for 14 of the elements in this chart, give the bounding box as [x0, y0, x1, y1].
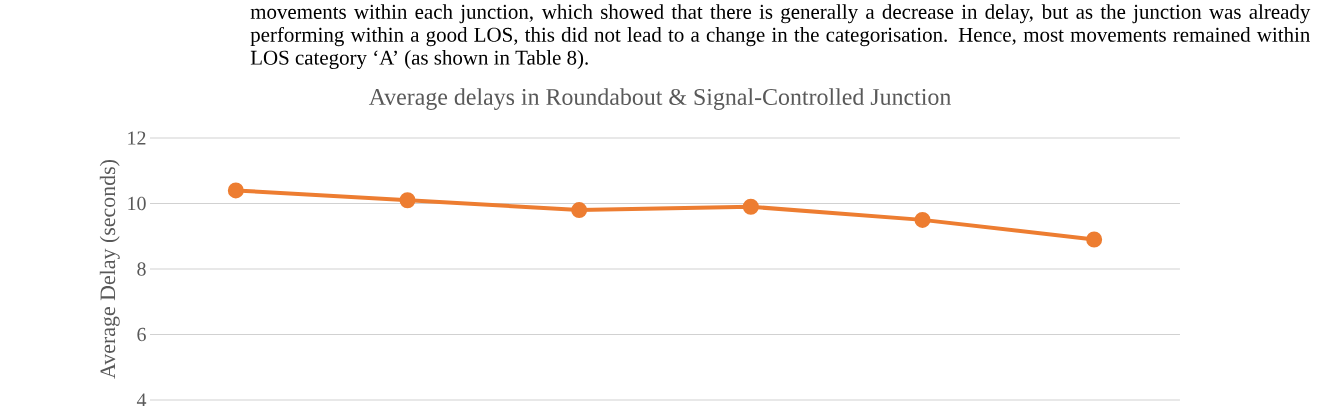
y-tick-label: 4 [136, 393, 147, 406]
point [399, 192, 416, 209]
point [1086, 231, 1103, 248]
y-tick-label: 8 [137, 262, 146, 276]
y-axis-title: Average Delay (seconds) [99, 160, 120, 379]
point [742, 198, 759, 215]
y-tick-label: 10 [128, 196, 146, 211]
point [571, 202, 588, 219]
y-tick-label: 12 [128, 131, 146, 145]
y-tick-label: 6 [137, 327, 146, 342]
text: movements within each junction, which showed that there is generally a decrease in delay, but as the junction was already performing within a good LOS, this did not lead to a change in the categorisation. Hence, most movements remained within LOS category ‘A’ (as shown in Table 8). [250, 4, 1311, 70]
point [914, 211, 931, 228]
point [227, 182, 244, 199]
chart-title: Average delays in Roundabout & Signal-Controlled Junction [368, 88, 951, 110]
